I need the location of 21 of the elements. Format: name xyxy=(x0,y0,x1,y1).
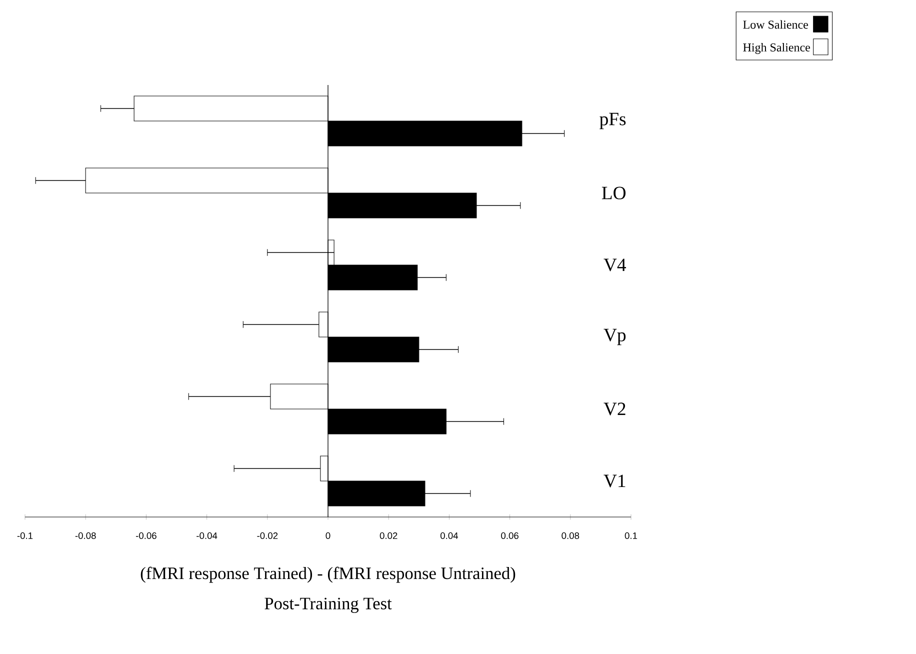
x-tick-label: -0.04 xyxy=(196,532,218,539)
y-tick-label: LO xyxy=(602,186,626,200)
x-tick-label: 0.08 xyxy=(562,532,580,539)
x-tick-label: 0.02 xyxy=(380,532,398,539)
x-axis-title: (fMRI response Trained) - (fMRI response Untrained) xyxy=(140,566,516,583)
x-tick-label: 0 xyxy=(326,532,330,539)
legend-label: High Salience xyxy=(743,43,810,54)
x-tick-label: -0.02 xyxy=(257,532,278,539)
x-tick-label: 0.04 xyxy=(440,532,458,539)
x-tick-label: -0.08 xyxy=(75,532,96,539)
x-tick-label: 0.06 xyxy=(501,532,518,539)
y-tick-label: Vp xyxy=(604,328,626,346)
legend-label: Low Salience xyxy=(743,20,808,29)
y-tick-label: V2 xyxy=(604,402,626,416)
x-tick-label: -0.1 xyxy=(17,532,33,539)
y-tick-label: V1 xyxy=(604,474,626,488)
y-tick-label: pFs xyxy=(600,112,626,130)
text: Post-Training Test xyxy=(264,598,392,613)
y-tick-label: V4 xyxy=(604,258,626,272)
x-tick-label: 0.1 xyxy=(624,532,638,539)
x-tick-label: -0.06 xyxy=(136,532,156,539)
